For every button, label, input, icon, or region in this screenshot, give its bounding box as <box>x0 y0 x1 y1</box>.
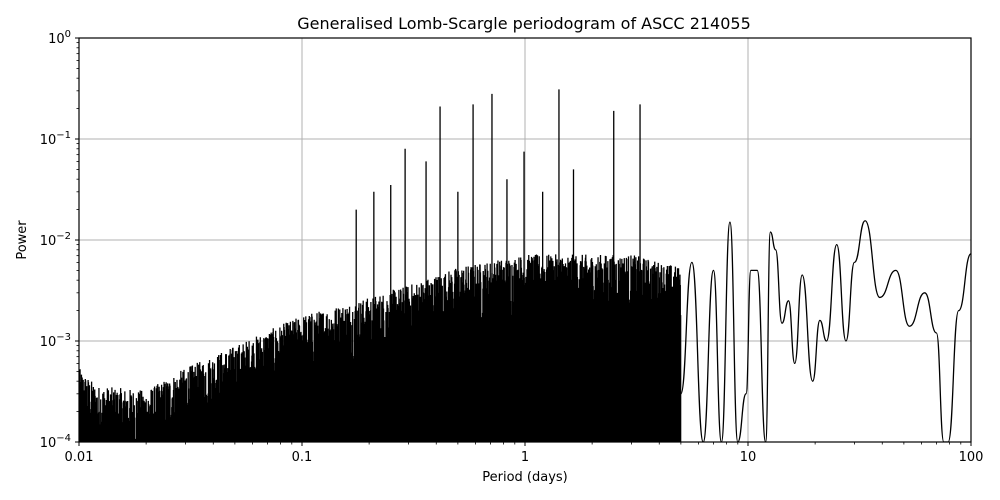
x-axis-ticks: 0.01 0.1 1 10 100 <box>65 442 984 465</box>
y-tick-label: 10−4 <box>40 433 71 451</box>
x-axis-label: Period (days) <box>482 470 568 485</box>
power-trace <box>79 89 971 442</box>
x-tick-label: 100 <box>959 450 984 465</box>
chart-title: Generalised Lomb-Scargle periodogram of … <box>297 14 751 33</box>
x-tick-label: 1 <box>521 450 529 465</box>
y-axis-ticks: 100 10−1 10−2 10−3 10−4 <box>40 29 79 451</box>
y-tick-label: 100 <box>48 29 71 47</box>
y-axis-label: Power <box>15 220 30 260</box>
y-tick-label: 10−1 <box>40 130 71 148</box>
y-tick-label: 10−2 <box>40 231 71 249</box>
y-tick-label: 10−3 <box>40 332 71 350</box>
x-tick-label: 0.1 <box>292 450 313 465</box>
x-tick-label: 10 <box>740 450 757 465</box>
x-tick-label: 0.01 <box>65 450 94 465</box>
